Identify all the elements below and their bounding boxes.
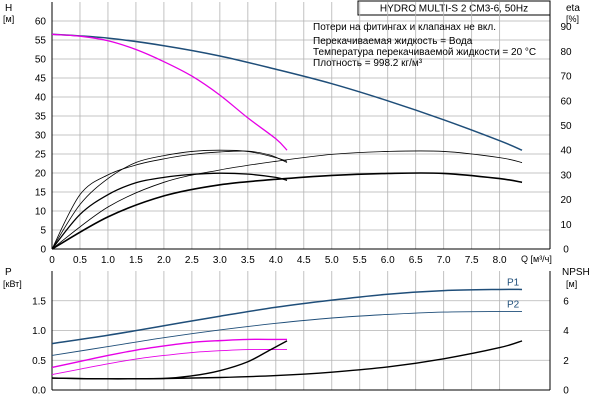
y-right-tick-label: 40 — [560, 146, 572, 157]
bottom-series-lines — [51, 288, 523, 380]
series-line — [51, 150, 288, 250]
top-left-axis-unit: [м] — [3, 14, 14, 24]
series-line — [51, 149, 288, 250]
bottom-right-axis-label: NPSH — [562, 267, 590, 278]
y-left-tick-label: 5 — [40, 226, 46, 237]
x-tick-label: 7.5 — [465, 255, 479, 266]
top-series-lines — [51, 33, 523, 250]
y-right-tick-label: 0 — [563, 245, 569, 256]
x-tick-label: 2.0 — [157, 255, 171, 266]
series-label: P2 — [507, 299, 520, 310]
top-left-axis-label: H — [5, 3, 12, 14]
y-left-tick-label: 40 — [35, 93, 47, 104]
bottom-left-axis-label: P — [5, 267, 12, 278]
x-tick-label: 4.0 — [269, 255, 283, 266]
x-tick-label: 0.5 — [73, 255, 87, 266]
annotation-line: Температура перекачиваемой жидкости = 20… — [313, 47, 536, 58]
annotations: Потери на фитингах и клапанах не вкл. Пе… — [313, 21, 536, 69]
top-grid — [51, 2, 551, 250]
y-right-tick-label: 4 — [563, 326, 569, 337]
series-line — [51, 288, 523, 345]
bottom-series-labels: P1 P2 — [507, 277, 520, 310]
series-line — [51, 340, 288, 380]
series-line — [51, 310, 523, 356]
x-tick-label: 2.5 — [185, 255, 199, 266]
series-label: P1 — [507, 277, 520, 288]
bottom-left-axis-unit: [кВт] — [3, 279, 22, 289]
x-tick-label: 7.0 — [437, 255, 451, 266]
y-right-tick-label: 0 — [563, 386, 569, 397]
y-left-tick-label: 50 — [35, 55, 47, 66]
x-tick-label: 0 — [49, 255, 55, 266]
x-tick-label: 8.0 — [493, 255, 507, 266]
y-left-tick-label: 0.0 — [32, 386, 46, 397]
y-left-tick-label: 15 — [35, 188, 47, 199]
series-line — [51, 349, 288, 375]
y-right-tick-label: 6 — [563, 296, 569, 307]
y-left-tick-label: 45 — [35, 74, 47, 85]
x-tick-label: 1.5 — [129, 255, 143, 266]
y-right-tick-label: 30 — [560, 170, 572, 181]
x-tick-label: 3.5 — [241, 255, 255, 266]
y-right-tick-label: 50 — [560, 121, 572, 132]
series-line — [51, 172, 288, 250]
x-tick-label: 6.0 — [381, 255, 395, 266]
chart-title: HYDRO MULTI-S 2 CM3-6, 50Hz — [380, 4, 528, 15]
y-left-tick-label: 55 — [35, 36, 47, 47]
y-right-tick-label: 90 — [560, 22, 572, 33]
y-left-tick-label: 1.0 — [32, 326, 46, 337]
top-chart: HYDRO MULTI-S 2 CM3-6, 50Hz H [м] eta [%… — [3, 0, 580, 267]
y-right-tick-label: 2 — [563, 356, 569, 367]
annotation-line: Потери на фитингах и клапанах не вкл. — [313, 21, 496, 33]
bottom-tick-labels: 0.0 0.5 1.0 1.5 0 2 4 6 — [32, 296, 569, 396]
y-left-tick-label: 25 — [35, 150, 47, 161]
x-tick-label: 3.0 — [213, 255, 227, 266]
top-tick-labels: 0 0.5 1.0 1.5 2.0 2.5 3.0 3.5 4.0 4.5 5.0 5.5 6.0 6.5… — [35, 17, 572, 267]
annotation-line: Перекачиваемая жидкость = Вода — [313, 36, 473, 47]
bottom-right-axis-unit: [м] — [566, 279, 577, 289]
y-left-tick-label: 0 — [40, 245, 46, 256]
y-left-tick-label: 10 — [35, 207, 47, 218]
series-line — [51, 338, 288, 369]
y-right-tick-label: 20 — [560, 195, 572, 206]
y-left-tick-label: 35 — [35, 112, 47, 123]
x-tick-label: 5.5 — [353, 255, 367, 266]
annotation-line: Плотность = 998.2 кг/м³ — [313, 58, 423, 69]
y-right-tick-label: 80 — [560, 47, 572, 58]
y-left-tick-label: 60 — [35, 17, 47, 28]
top-right-axis-unit: [%] — [566, 14, 579, 24]
y-right-tick-label: 70 — [560, 72, 572, 83]
y-left-tick-label: 0.5 — [32, 356, 46, 367]
y-right-tick-label: 60 — [560, 96, 572, 107]
y-right-tick-label: 10 — [560, 220, 572, 231]
bottom-grid — [51, 271, 551, 391]
series-line — [51, 33, 288, 151]
x-axis-label: Q [м³/ч] — [521, 254, 552, 264]
bottom-chart: P [кВт] NPSH [м] 0.0 0.5 1.0 1.5 0 2 4 6 P1 P2 — [3, 267, 590, 397]
y-left-tick-label: 1.5 — [32, 296, 46, 307]
top-right-axis-label: eta — [566, 3, 580, 14]
x-tick-label: 1.0 — [101, 255, 115, 266]
series-line — [51, 33, 523, 151]
x-tick-label: 5.0 — [325, 255, 339, 266]
x-tick-label: 6.5 — [409, 255, 423, 266]
series-line — [51, 172, 523, 250]
x-tick-label: 4.5 — [297, 255, 311, 266]
series-line — [51, 150, 523, 250]
y-left-tick-label: 20 — [35, 169, 47, 180]
y-left-tick-label: 30 — [35, 131, 47, 142]
